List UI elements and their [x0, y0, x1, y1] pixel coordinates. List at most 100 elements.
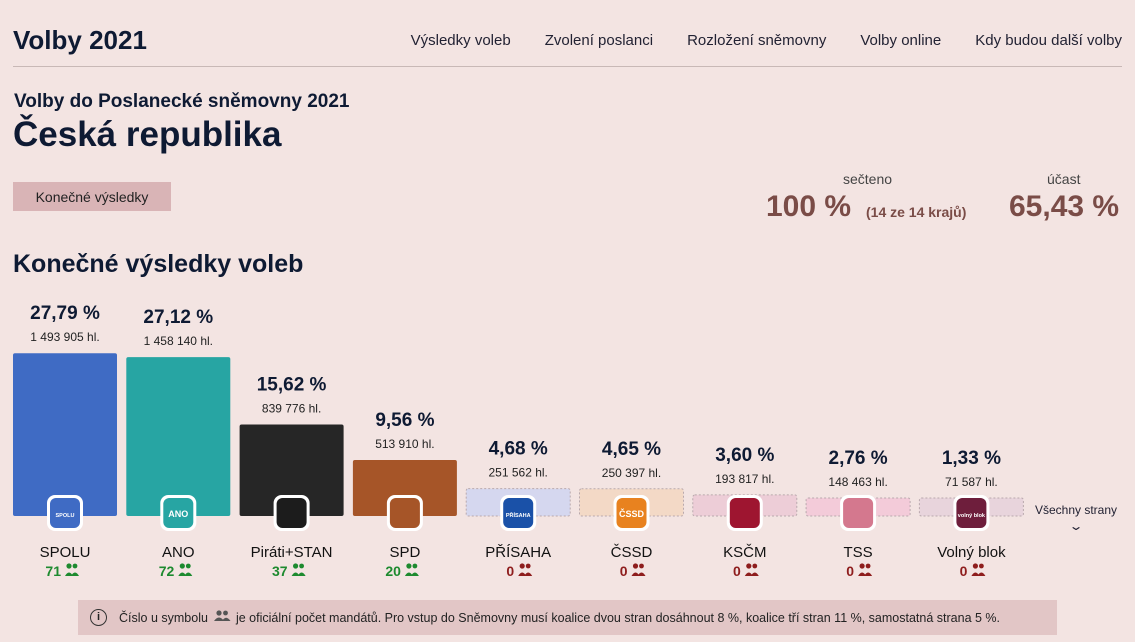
seats-icon-c-4	[518, 572, 527, 576]
bar-0[interactable]	[13, 353, 117, 516]
bar-2[interactable]	[239, 424, 344, 516]
seats-icon-b-0	[72, 563, 78, 569]
seats-icon-6	[746, 563, 752, 569]
bar-3[interactable]	[352, 460, 457, 516]
seats-icon-3	[406, 563, 412, 569]
votes-label-7: 148 463 hl.	[828, 475, 887, 489]
seats-icon-b-2	[299, 563, 304, 569]
votes-label-3: 513 910 hl.	[375, 437, 434, 451]
nav-chamber-layout[interactable]: Rozložení sněmovny	[687, 32, 827, 49]
party-name-6: KSČM	[723, 544, 766, 561]
logo-text-5: ČSSD	[619, 508, 645, 519]
value-label-7: 2,76 %	[829, 448, 888, 469]
votes-label-0: 1 493 905 hl.	[30, 330, 99, 344]
page-title: Česká republika	[13, 115, 282, 154]
seats-icon-b-7	[865, 563, 871, 569]
nav-elected-mps[interactable]: Zvolení poslanci	[544, 32, 654, 49]
logo-text-0: SPOLU	[56, 513, 75, 519]
seats-icon-4	[519, 563, 525, 569]
counted-note: (14 ze 14 krajů)	[866, 204, 967, 220]
seats-icon-b-1	[185, 563, 191, 569]
party-logo-0	[50, 498, 80, 528]
info-icon: i	[90, 609, 107, 626]
seats-icon-d-1	[184, 572, 193, 576]
seats-icon-8	[972, 563, 979, 569]
page-subtitle: Volby do Poslanecké sněmovny 2021	[14, 91, 350, 112]
value-label-3: 9,56 %	[375, 410, 434, 431]
votes-label-1: 1 458 140 hl.	[144, 334, 213, 348]
nav-results[interactable]: Výsledky voleb	[410, 32, 511, 49]
value-label-5: 4,65 %	[602, 439, 661, 460]
seats-icon-b-6	[752, 563, 758, 569]
seats-icon-c-5	[631, 572, 640, 576]
seats-icon-1	[179, 563, 185, 569]
brand-logo[interactable]: Volby 2021	[13, 25, 147, 55]
seats-label-1: 72	[159, 563, 175, 579]
counted-value: 100 %	[766, 190, 852, 223]
seats-icon-0	[66, 563, 72, 569]
party-name-2: Piráti+STAN	[251, 544, 333, 561]
value-label-8: 1,33 %	[942, 448, 1001, 469]
seats-label-4: 0	[506, 563, 514, 579]
seats-icon-c-0	[65, 572, 73, 576]
main-nav: Výsledky voleb Zvolení poslanci Rozložen…	[411, 32, 1122, 49]
value-label-4: 4,68 %	[489, 439, 548, 460]
seats-icon-c-2	[291, 572, 300, 576]
nav-next-elections[interactable]: Kdy budou další volby	[975, 32, 1122, 49]
seats-icon-b-3	[412, 563, 418, 569]
turnout-value: 65,43 %	[1009, 190, 1120, 223]
logo-text-8: volný blok	[958, 513, 986, 519]
seats-label-0: 71	[45, 563, 61, 579]
seats-icon-d-7	[864, 572, 873, 576]
info-note: i Číslo u symbolu je oficiální počet man…	[78, 600, 1057, 635]
seats-icon-c-1	[178, 572, 187, 576]
bar-1[interactable]	[126, 357, 231, 516]
seats-icon-d-6	[750, 572, 759, 576]
party-logo-3	[389, 498, 420, 528]
seats-icon-d-2	[297, 572, 306, 576]
seats-icon-2	[293, 563, 299, 569]
party-logo-2	[276, 498, 307, 528]
all-parties-label: Všechny strany	[1034, 503, 1118, 517]
seats-icon-b-8	[979, 563, 984, 569]
seats-icon-b-5	[639, 563, 644, 569]
results-bar-chart: 27,79 % 1 493 905 hl. SPOLU SPOLU 71 27,12 % 1…	[13, 303, 1024, 579]
party-logo-5	[616, 498, 647, 528]
final-results-button[interactable]: Konečné výsledky	[13, 182, 171, 211]
party-name-3: SPD	[389, 544, 420, 561]
note-text-start: Číslo u symbolu	[119, 610, 208, 625]
votes-label-4: 251 562 hl.	[489, 466, 548, 480]
seats-icon-d-8	[977, 572, 986, 576]
seats-label-2: 37	[272, 563, 288, 579]
turnout-label: účast	[1047, 171, 1081, 187]
votes-label-5: 250 397 hl.	[602, 466, 661, 480]
section-title: Konečné výsledky voleb	[13, 250, 304, 278]
seats-icon-d-4	[524, 572, 533, 576]
all-parties-link[interactable]: Všechny strany ⌄	[1030, 503, 1122, 533]
seats-label-7: 0	[846, 563, 854, 579]
value-label-6: 3,60 %	[715, 445, 774, 466]
party-name-1: ANO	[162, 544, 195, 561]
seats-icon-c-3	[404, 572, 413, 576]
party-name-0: SPOLU	[40, 544, 91, 561]
seats-icon-7	[859, 563, 865, 569]
seats-icon-c-7	[858, 572, 867, 576]
nav-elections-online[interactable]: Volby online	[860, 32, 942, 49]
party-logo-1	[163, 498, 194, 528]
seats-icon-d-0	[71, 572, 79, 576]
seats-icon-c-8	[971, 572, 980, 576]
mandates-icon	[213, 610, 231, 625]
seats-icon-b-4	[525, 563, 531, 569]
seats-label-8: 0	[960, 563, 968, 579]
party-logo-4	[503, 498, 534, 528]
seats-label-6: 0	[733, 563, 741, 579]
value-label-2: 15,62 %	[257, 375, 327, 396]
votes-label-6: 193 817 hl.	[715, 472, 774, 486]
party-name-4: PŘÍSAHA	[485, 544, 551, 561]
counted-label: sečteno	[843, 171, 893, 187]
votes-label-2: 839 776 hl.	[262, 402, 321, 416]
chevron-down-icon: ⌄	[1068, 519, 1084, 533]
seats-icon-d-5	[637, 572, 646, 576]
party-logo-8	[956, 498, 987, 528]
party-logo-7	[843, 498, 874, 528]
